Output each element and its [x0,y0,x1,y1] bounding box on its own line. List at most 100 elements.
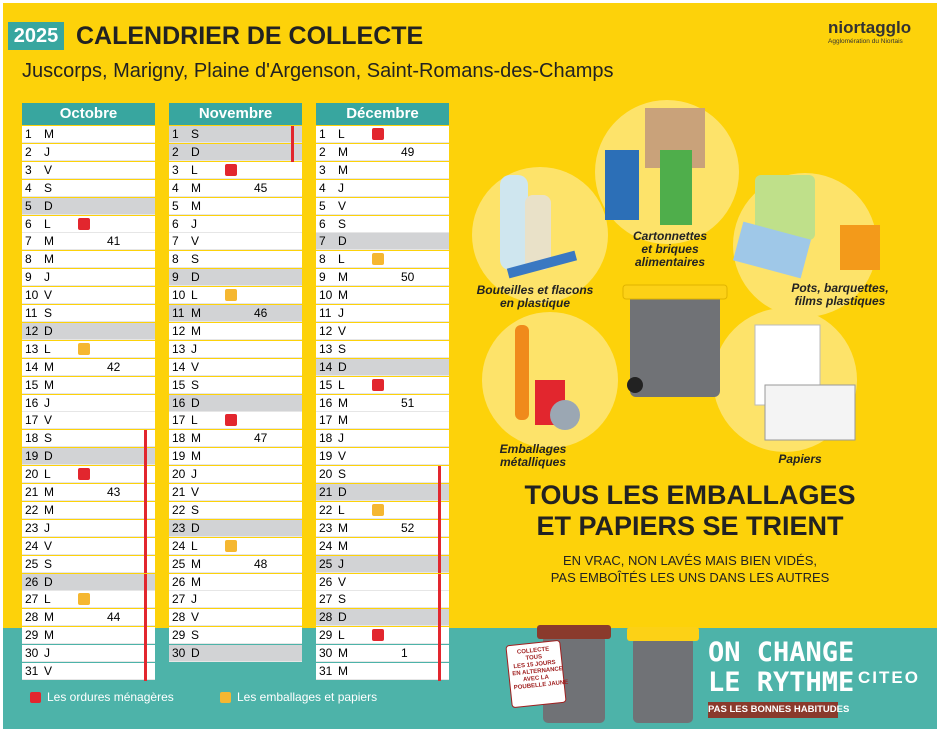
day-row [169,555,302,573]
week-number: 41 [107,234,121,249]
day-number: 18 [319,431,333,446]
day-row [169,322,302,340]
day-row [169,179,302,197]
weekday: M [191,556,201,571]
day-number: 2 [319,144,326,159]
holiday-bar [144,555,147,574]
weekday: L [338,127,345,141]
day-number: 15 [25,377,39,392]
day-row [316,519,449,537]
day-number: 6 [172,216,179,231]
day-row [316,573,449,591]
day-row [169,627,302,645]
weekday: V [44,413,53,428]
collection-marker [225,163,237,176]
collection-marker [78,342,90,355]
day-number: 26 [319,574,333,589]
collection-marker [372,253,384,266]
day-row [22,573,155,591]
day-row [169,484,302,501]
day-row [169,251,302,269]
day-row [316,394,449,412]
day-number: 11 [319,306,332,320]
weekday: S [338,592,347,607]
weekday: J [338,431,344,446]
day-row [22,448,155,466]
week-number: 44 [107,610,121,625]
day-number: 5 [319,198,326,213]
day-row [316,555,449,573]
weekday: D [191,395,200,410]
day-number: 24 [172,538,186,553]
weekday: D [44,449,53,464]
weekday: M [338,413,348,428]
holiday-bar [291,126,294,144]
day-row [169,197,302,215]
year: 2025 [8,22,64,50]
day-number: 2 [25,144,32,159]
day-number: 1 [25,127,32,141]
holiday-bar [144,448,147,467]
day-row [22,305,155,322]
day-number: 13 [319,341,333,356]
weekday: J [338,556,344,571]
day-row [169,430,302,448]
day-number: 30 [172,646,186,661]
weekday: L [44,592,51,607]
day-number: 30 [319,646,333,661]
day-number: 10 [25,288,39,303]
day-number: 31 [319,664,333,678]
weekday: J [338,180,344,195]
weekday: L [338,252,345,267]
weekday: V [44,288,53,303]
holiday-bar [438,627,441,646]
slogan-line: LE RYTHME [708,667,855,698]
day-row [22,555,155,573]
day-number: 3 [319,162,326,177]
day-number: 8 [172,252,179,267]
day-number: 24 [25,538,39,553]
day-row [22,269,155,287]
day-row [169,215,302,233]
holiday-bar [291,143,294,162]
day-number: 23 [25,520,39,535]
weekday: L [191,538,198,553]
day-row [169,609,302,627]
day-number: 31 [25,664,39,678]
day-number: 18 [172,431,186,446]
holiday-bar [144,591,147,610]
day-number: 12 [25,323,39,338]
day-number: 3 [25,162,32,177]
weekday: M [44,377,54,392]
weekday: M [338,395,348,410]
day-number: 7 [319,234,326,249]
day-row [22,197,155,215]
day-row [169,645,302,663]
day-row [316,269,449,287]
day-number: 25 [25,556,39,571]
day-number: 5 [172,198,179,213]
day-row [22,179,155,197]
slogan-line: ON CHANGE [708,637,855,668]
day-number: 28 [25,610,39,625]
day-row [316,215,449,233]
day-row [22,501,155,519]
weekday: S [44,431,53,446]
week-number: 42 [107,359,121,374]
week-number: 49 [401,144,415,159]
day-row [316,412,449,430]
week-number: 52 [401,520,415,535]
day-row [316,645,449,663]
day-row [22,126,155,143]
day-number: 1 [172,127,179,141]
weekday: V [191,485,200,499]
sub-line: PAS EMBOÎTÉS LES UNS DANS LES AUTRES [550,570,830,585]
day-number: 12 [172,323,186,338]
collection-marker [225,289,237,302]
weekday: M [338,538,348,553]
weekday: V [338,449,347,464]
day-row [22,233,155,251]
holiday-bar [438,537,441,556]
weekday: S [44,306,53,320]
